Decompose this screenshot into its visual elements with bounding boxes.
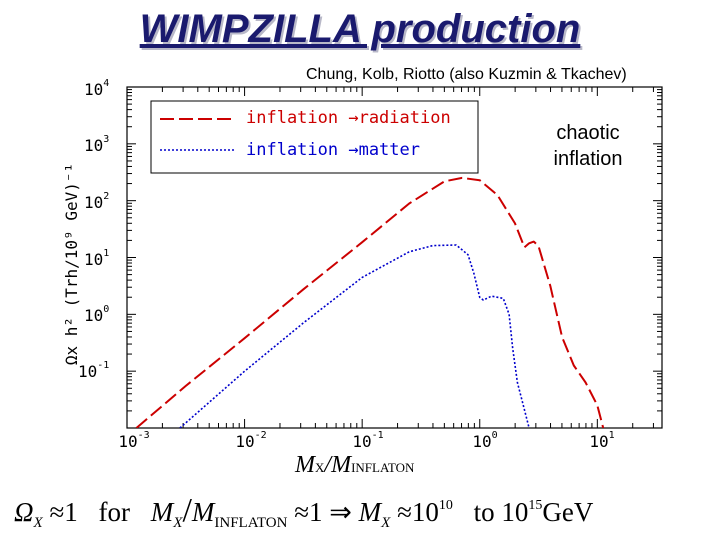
y-tick-label: 102	[84, 191, 110, 212]
y-tick-label: 101	[84, 248, 110, 269]
series-line-matter	[179, 244, 530, 428]
x-tick-label: 101	[589, 430, 615, 451]
y-tick-label: 10-1	[78, 360, 110, 381]
mass-formula: ΩX ≈1 for MX/MINFLATON ≈1 ⇒ MX ≈1010 to …	[14, 492, 594, 531]
chaotic-inflation-annotation: chaotic inflation	[528, 120, 648, 172]
y-tick-label: 100	[84, 304, 110, 325]
series-line-radiation	[135, 176, 605, 428]
legend-label-matter: inflation →matter	[246, 140, 420, 160]
legend-label-radiation: inflation →radiation	[246, 108, 451, 128]
legend-box	[150, 100, 479, 174]
x-tick-label: 100	[472, 430, 498, 451]
y-tick-label: 103	[84, 134, 110, 155]
annotation-line: inflation	[553, 148, 623, 170]
credit-text: Chung, Kolb, Riotto (also Kuzmin & Tkach…	[306, 66, 627, 83]
x-tick-label: 10-2	[235, 430, 267, 451]
x-axis-label: MX/MINFLATON	[295, 452, 415, 478]
y-axis-label: Ωx h² (Trh/10⁹ GeV)⁻¹	[62, 162, 81, 366]
y-tick-label: 104	[84, 78, 110, 99]
slide-title: WIMPZILLA production	[139, 7, 581, 51]
annotation-line: chaotic	[556, 122, 620, 144]
x-tick-label: 10-3	[118, 430, 150, 451]
x-tick-label: 10-1	[352, 430, 384, 451]
